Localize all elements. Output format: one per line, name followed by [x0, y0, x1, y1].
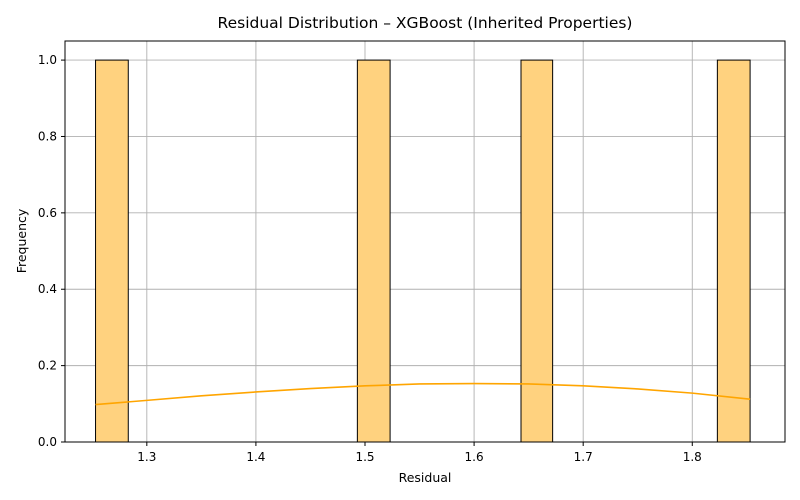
- y-tick-label: 0.0: [38, 435, 57, 449]
- y-axis-label: Frequency: [14, 208, 29, 273]
- x-tick-label: 1.5: [355, 450, 374, 464]
- x-tick-label: 1.7: [574, 450, 593, 464]
- y-tick-label: 0.4: [38, 282, 57, 296]
- y-tick-label: 0.8: [38, 129, 57, 143]
- y-tick-label: 0.6: [38, 206, 57, 220]
- grid: [65, 41, 785, 443]
- histogram-bar: [356, 59, 391, 443]
- y-tick-label: 1.0: [38, 53, 57, 67]
- x-axis-label: Residual: [399, 470, 452, 485]
- x-tick-label: 1.3: [137, 450, 156, 464]
- plot-frame: [64, 40, 786, 443]
- x-tick-label: 1.8: [683, 450, 702, 464]
- x-tick-label: 1.6: [465, 450, 484, 464]
- kde-line: [95, 382, 751, 406]
- kde-curve: [95, 382, 751, 406]
- histogram-bar: [520, 59, 554, 443]
- histogram-bar: [716, 59, 751, 443]
- axes: 1.3 1.4 1.5 1.6 1.7 1.8 0.0 0.2 0.4 0.6 0.8 1.0: [38, 40, 786, 464]
- y-tick-label: 0.2: [38, 359, 57, 373]
- x-tick-label: 1.4: [246, 450, 265, 464]
- histogram-bar: [95, 59, 129, 443]
- bars: [95, 59, 751, 443]
- chart-title: Residual Distribution – XGBoost (Inherit…: [218, 14, 633, 32]
